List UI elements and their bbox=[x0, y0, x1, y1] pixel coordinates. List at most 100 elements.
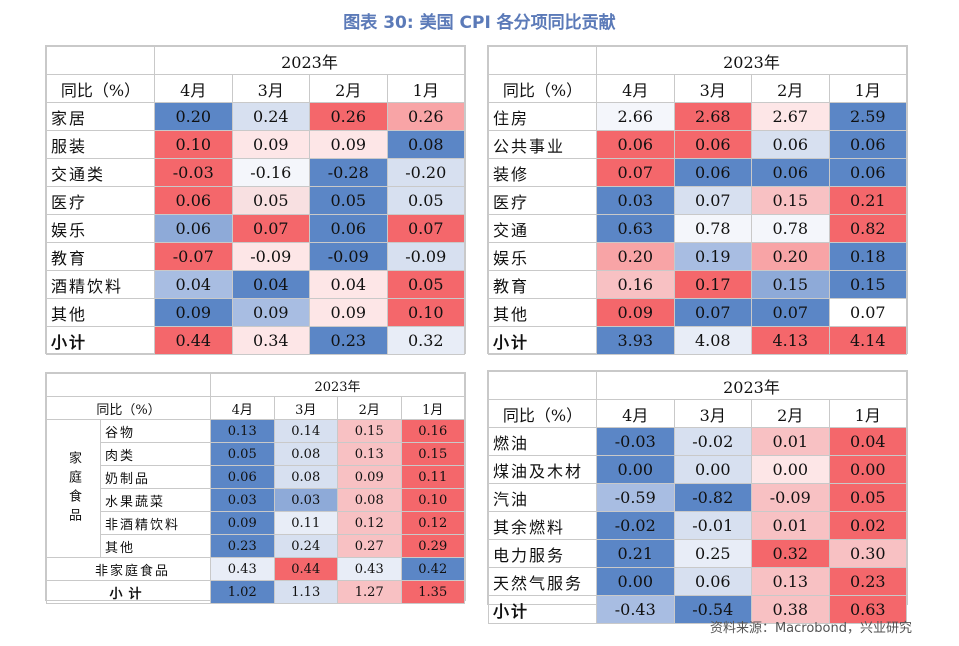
value-cell: 0.08 bbox=[273, 465, 338, 489]
value-cell: -0.20 bbox=[386, 158, 465, 187]
value-cell: 0.04 bbox=[154, 270, 233, 299]
row-label: 装修 bbox=[488, 158, 597, 187]
value-cell: 0.15 bbox=[751, 270, 830, 299]
value-cell: 0.12 bbox=[400, 511, 465, 535]
row-label: 肉类 bbox=[100, 442, 211, 466]
value-cell: 0.10 bbox=[154, 130, 233, 159]
value-cell: -0.07 bbox=[154, 242, 233, 271]
row-label: 电力服务 bbox=[488, 539, 597, 568]
table-row: 酒精饮料 0.04 0.04 0.04 0.05 bbox=[46, 270, 465, 299]
table-row: 教育 -0.07 -0.09 -0.09 -0.09 bbox=[46, 242, 465, 271]
value-cell: 0.24 bbox=[273, 534, 338, 558]
value-cell: -0.03 bbox=[596, 427, 675, 456]
row-label: 小计 bbox=[488, 595, 597, 624]
value-cell: -0.09 bbox=[386, 242, 465, 271]
month-header: 3月 bbox=[673, 74, 752, 103]
value-cell: 0.06 bbox=[673, 567, 752, 596]
value-cell: 0.63 bbox=[828, 595, 907, 624]
table-row: 公共事业 0.06 0.06 0.06 0.06 bbox=[488, 130, 907, 159]
row-label: 酒精饮料 bbox=[46, 270, 155, 299]
value-cell: -0.03 bbox=[154, 158, 233, 187]
row-label: 天然气服务 bbox=[488, 567, 597, 596]
value-cell: 0.06 bbox=[828, 130, 907, 159]
month-header: 1月 bbox=[400, 396, 465, 420]
row-label: 其余燃料 bbox=[488, 511, 597, 540]
month-header: 1月 bbox=[386, 74, 465, 103]
value-cell: 0.00 bbox=[828, 455, 907, 484]
row-header-label: 同比（%） bbox=[488, 399, 597, 428]
table-header-year-row: 2023年 bbox=[488, 46, 907, 75]
row-label: 家居 bbox=[46, 102, 155, 131]
value-cell: 0.44 bbox=[273, 557, 338, 581]
table-row: 小计 -0.43 -0.54 0.38 0.63 bbox=[488, 595, 907, 624]
table-row: 交通 0.63 0.78 0.78 0.82 bbox=[488, 214, 907, 243]
value-cell: 0.06 bbox=[210, 465, 275, 489]
value-cell: 0.21 bbox=[596, 539, 675, 568]
panel-top-right: 2023年 同比（%） 4月 3月 2月 1月 住房 2.66 2.68 2.67 2.59 公共事业… bbox=[487, 45, 908, 355]
value-cell: 0.13 bbox=[337, 442, 402, 466]
row-label: 水果蔬菜 bbox=[100, 488, 211, 512]
table-header-month-row: 同比（%） 4月 3月 2月 1月 bbox=[46, 74, 465, 103]
row-label: 小计 bbox=[46, 326, 155, 355]
table-row: 水果蔬菜 0.03 0.03 0.08 0.10 bbox=[47, 488, 465, 512]
row-label: 服装 bbox=[46, 130, 155, 159]
table-row: 非酒精饮料 0.09 0.11 0.12 0.12 bbox=[47, 511, 465, 535]
value-cell: 0.15 bbox=[751, 186, 830, 215]
month-header: 2月 bbox=[751, 74, 830, 103]
value-cell: -0.09 bbox=[231, 242, 310, 271]
year-header: 2023年 bbox=[596, 371, 907, 400]
value-cell: 0.78 bbox=[751, 214, 830, 243]
value-cell: 0.15 bbox=[337, 419, 402, 443]
table-core-goods: 2023年 同比（%） 4月 3月 2月 1月 家居 0.20 0.24 0.26 0.26 服装 0.… bbox=[46, 46, 465, 355]
value-cell: 0.82 bbox=[828, 214, 907, 243]
table-row: 非家庭食品 0.43 0.44 0.43 0.42 bbox=[46, 557, 465, 581]
value-cell: 0.13 bbox=[751, 567, 830, 596]
value-cell: 4.13 bbox=[751, 326, 830, 355]
table-row: 其余燃料 -0.02 -0.01 0.01 0.02 bbox=[488, 511, 907, 540]
value-cell: 0.05 bbox=[231, 186, 310, 215]
table-energy: 2023年 同比（%） 4月 3月 2月 1月 燃油 -0.03 -0.02 0.01 0.04 煤油… bbox=[488, 371, 907, 624]
value-cell: 0.08 bbox=[386, 130, 465, 159]
value-cell: 0.07 bbox=[673, 298, 752, 327]
row-label: 谷物 bbox=[100, 419, 211, 443]
value-cell: 0.27 bbox=[337, 534, 402, 558]
value-cell: -0.82 bbox=[673, 483, 752, 512]
value-cell: 0.17 bbox=[673, 270, 752, 299]
value-cell: 0.78 bbox=[673, 214, 752, 243]
value-cell: -0.02 bbox=[673, 427, 752, 456]
row-label: 公共事业 bbox=[488, 130, 597, 159]
row-label: 其他 bbox=[100, 534, 211, 558]
row-label: 奶制品 bbox=[100, 465, 211, 489]
table-row: 燃油 -0.03 -0.02 0.01 0.04 bbox=[488, 427, 907, 456]
value-cell: 0.08 bbox=[273, 442, 338, 466]
value-cell: 0.32 bbox=[386, 326, 465, 355]
value-cell: 0.10 bbox=[400, 488, 465, 512]
value-cell: 0.21 bbox=[828, 186, 907, 215]
value-cell: -0.16 bbox=[231, 158, 310, 187]
value-cell: 0.09 bbox=[231, 130, 310, 159]
year-header: 2023年 bbox=[210, 373, 465, 397]
month-header: 2月 bbox=[751, 399, 830, 428]
value-cell: 0.19 bbox=[673, 242, 752, 271]
value-cell: 0.00 bbox=[596, 567, 675, 596]
value-cell: 0.63 bbox=[596, 214, 675, 243]
month-header: 4月 bbox=[154, 74, 233, 103]
header-blank-cell bbox=[46, 373, 211, 397]
group-label: 家庭食品 bbox=[46, 419, 101, 558]
table-row: 其他 0.23 0.24 0.27 0.29 bbox=[47, 534, 465, 558]
value-cell: 0.00 bbox=[751, 455, 830, 484]
panel-bottom-left: 2023年 同比（%） 4月 3月 2月 1月 家庭食品 谷物 0.13 0.14 0.15 0.16… bbox=[45, 372, 466, 604]
row-header-label: 同比（%） bbox=[46, 74, 155, 103]
row-label: 燃油 bbox=[488, 427, 597, 456]
header-blank-cell bbox=[46, 46, 155, 75]
value-cell: 0.06 bbox=[154, 214, 233, 243]
value-cell: 2.67 bbox=[751, 102, 830, 131]
row-label: 汽油 bbox=[488, 483, 597, 512]
value-cell: 0.05 bbox=[386, 270, 465, 299]
value-cell: 0.00 bbox=[673, 455, 752, 484]
table-row: 小计 0.44 0.34 0.23 0.32 bbox=[46, 326, 465, 355]
table-row: 电力服务 0.21 0.25 0.32 0.30 bbox=[488, 539, 907, 568]
table-header-month-row: 同比（%） 4月 3月 2月 1月 bbox=[46, 396, 465, 420]
value-cell: 0.11 bbox=[400, 465, 465, 489]
month-header: 3月 bbox=[231, 74, 310, 103]
